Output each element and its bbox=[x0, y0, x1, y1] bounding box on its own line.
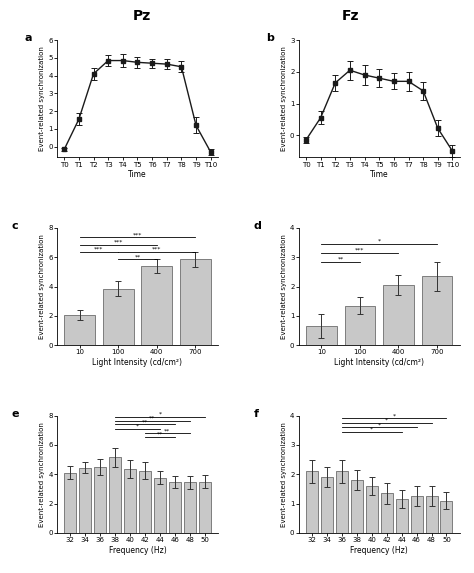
Bar bbox=[421, 276, 453, 345]
Y-axis label: Event-related synchronization: Event-related synchronization bbox=[281, 422, 287, 527]
Text: ***: *** bbox=[94, 247, 104, 252]
Bar bbox=[383, 285, 414, 345]
Bar bbox=[396, 499, 408, 533]
Bar bbox=[124, 469, 136, 533]
Text: a: a bbox=[25, 33, 32, 43]
Text: f: f bbox=[254, 409, 258, 418]
Bar bbox=[94, 467, 106, 533]
Text: **: ** bbox=[337, 257, 344, 261]
Text: e: e bbox=[12, 409, 19, 418]
Bar bbox=[426, 496, 438, 533]
Text: **: ** bbox=[157, 432, 163, 437]
Bar bbox=[184, 482, 196, 533]
Y-axis label: Event-related synchronization: Event-related synchronization bbox=[39, 46, 46, 151]
Bar bbox=[103, 289, 134, 345]
Text: **: ** bbox=[134, 254, 141, 260]
Text: **: ** bbox=[142, 419, 148, 425]
Bar bbox=[306, 326, 337, 345]
Bar bbox=[64, 315, 95, 345]
Bar bbox=[169, 482, 181, 533]
Text: *: * bbox=[136, 424, 139, 429]
X-axis label: Time: Time bbox=[128, 170, 147, 179]
Text: c: c bbox=[12, 221, 18, 231]
Text: ***: *** bbox=[113, 240, 123, 245]
Bar bbox=[154, 478, 166, 533]
Bar bbox=[306, 471, 318, 533]
Bar bbox=[410, 496, 422, 533]
Bar bbox=[345, 305, 375, 345]
Text: ***: *** bbox=[152, 247, 162, 252]
X-axis label: Light Intensity (cd/cm²): Light Intensity (cd/cm²) bbox=[334, 358, 424, 367]
Text: d: d bbox=[254, 221, 261, 231]
Y-axis label: Event-related synchronization: Event-related synchronization bbox=[281, 46, 287, 151]
Text: *: * bbox=[378, 422, 381, 427]
Bar bbox=[64, 473, 76, 533]
Bar bbox=[366, 486, 378, 533]
Bar bbox=[336, 471, 348, 533]
X-axis label: Frequency (Hz): Frequency (Hz) bbox=[109, 546, 166, 555]
Text: *: * bbox=[158, 412, 162, 417]
Text: Pz: Pz bbox=[133, 9, 151, 23]
Text: **: ** bbox=[149, 415, 155, 421]
Text: ***: *** bbox=[355, 248, 365, 253]
Text: *: * bbox=[370, 427, 374, 431]
Y-axis label: Event-related synchronization: Event-related synchronization bbox=[39, 422, 46, 527]
Text: *: * bbox=[385, 418, 388, 423]
Text: *: * bbox=[392, 414, 396, 418]
Bar bbox=[381, 493, 392, 533]
Bar bbox=[79, 468, 91, 533]
Bar bbox=[141, 266, 172, 345]
Y-axis label: Event-related synchronization: Event-related synchronization bbox=[281, 234, 287, 339]
Bar bbox=[139, 470, 151, 533]
Bar bbox=[440, 501, 453, 533]
Bar bbox=[321, 477, 333, 533]
Text: **: ** bbox=[164, 428, 171, 433]
Text: ***: *** bbox=[133, 233, 142, 237]
Text: Fz: Fz bbox=[342, 9, 359, 23]
Bar bbox=[109, 457, 121, 533]
X-axis label: Light Intensity (cd/cm²): Light Intensity (cd/cm²) bbox=[92, 358, 182, 367]
Bar bbox=[351, 480, 363, 533]
Y-axis label: Event-related synchronization: Event-related synchronization bbox=[39, 234, 46, 339]
Bar bbox=[199, 481, 211, 533]
Text: *: * bbox=[378, 239, 381, 244]
Bar bbox=[180, 260, 211, 345]
Text: b: b bbox=[266, 33, 274, 43]
X-axis label: Time: Time bbox=[370, 170, 389, 179]
X-axis label: Frequency (Hz): Frequency (Hz) bbox=[350, 546, 408, 555]
